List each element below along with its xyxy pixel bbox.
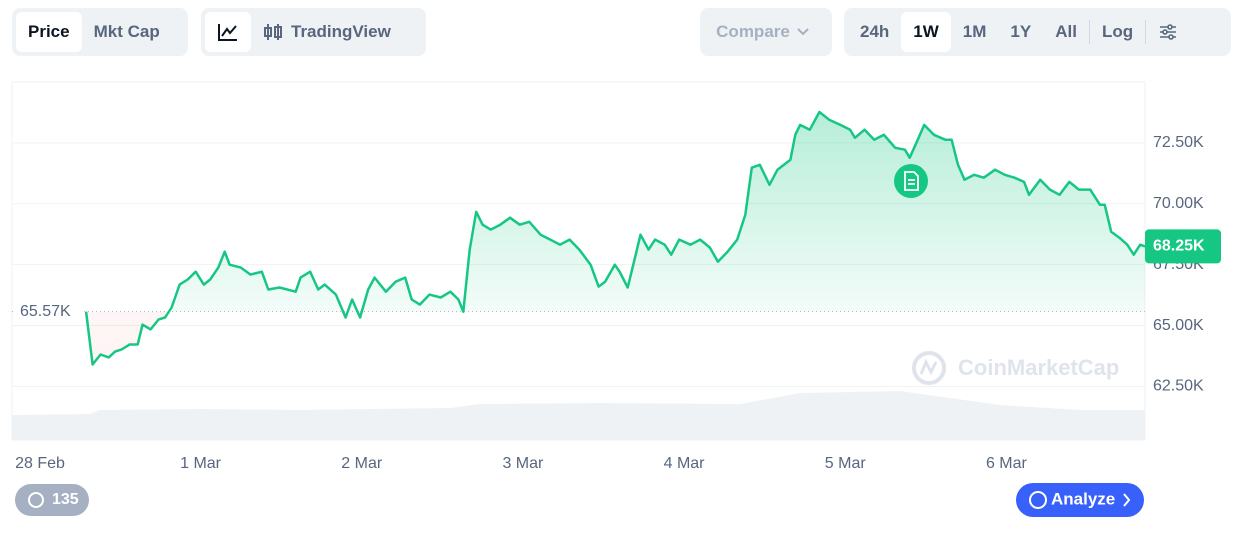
range[interactable]: All: [1055, 22, 1077, 41]
analyze-icon: [1029, 491, 1047, 509]
label: TradingView: [291, 22, 391, 41]
settings[interactable]: [1146, 12, 1190, 52]
tab[interactable]: Price: [16, 12, 82, 52]
view-tabs: TradingView: [201, 8, 426, 56]
area-fill: [86, 112, 1146, 365]
y-tick-label: 72.50K: [1153, 134, 1204, 151]
metric-tabs: Price Mkt Cap: [12, 8, 188, 56]
x-tick-label: 2 Mar: [341, 455, 383, 472]
current-price-tag: [1145, 229, 1221, 264]
separator: [1145, 20, 1147, 44]
analyze-button[interactable]: [1016, 483, 1144, 517]
x-tick-label: 4 Mar: [664, 455, 706, 472]
range[interactable]: 24h: [860, 22, 890, 41]
log[interactable]: Log: [1101, 22, 1134, 41]
baseline-label-bg: [14, 300, 82, 323]
range[interactable]: 1M: [962, 22, 987, 41]
label: Compare: [716, 22, 790, 41]
price-line: [84, 110, 1146, 366]
history-icon: [28, 492, 44, 508]
analyze-label: Analyze: [1051, 489, 1115, 508]
x-tick-label: 28 Feb: [15, 455, 65, 472]
x-tick-label: 3 Mar: [502, 455, 544, 472]
y-tick-label: 65.00K: [1153, 317, 1204, 334]
x-tick-label: 1 Mar: [180, 455, 222, 472]
range-tabs: 24h 1W 1M 1Y All Log: [844, 8, 1231, 56]
candle-icon: [264, 24, 282, 40]
settings-icon: [1160, 24, 1177, 40]
volume-area: [12, 391, 1145, 440]
x-tick-label: 5 Mar: [825, 455, 867, 472]
line-view[interactable]: [205, 12, 251, 52]
current-price-label: 68.25K: [1153, 238, 1205, 255]
history-badge[interactable]: [15, 484, 89, 516]
chevron: [797, 28, 809, 36]
tab[interactable]: Mkt Cap: [93, 22, 160, 41]
tradingview[interactable]: TradingView: [251, 12, 403, 52]
line-icon: [218, 24, 237, 41]
analyze-chevron: [1123, 493, 1131, 507]
y-tick-label: 62.50K: [1153, 378, 1204, 395]
baseline-label: 65.57K: [20, 303, 71, 320]
news-icon: [904, 171, 919, 191]
y-tick-label: 70.00K: [1153, 195, 1204, 212]
watermark: CoinMarketCap: [912, 351, 1119, 385]
news-marker: [894, 164, 928, 198]
history-count: 135: [52, 491, 79, 508]
range[interactable]: 1Y: [1010, 22, 1032, 41]
watermark-text: CoinMarketCap: [958, 355, 1119, 380]
x-tick-label: 6 Mar: [986, 455, 1028, 472]
separator: [1088, 20, 1090, 44]
range[interactable]: 1W: [901, 12, 951, 52]
compare[interactable]: Compare: [700, 8, 832, 56]
